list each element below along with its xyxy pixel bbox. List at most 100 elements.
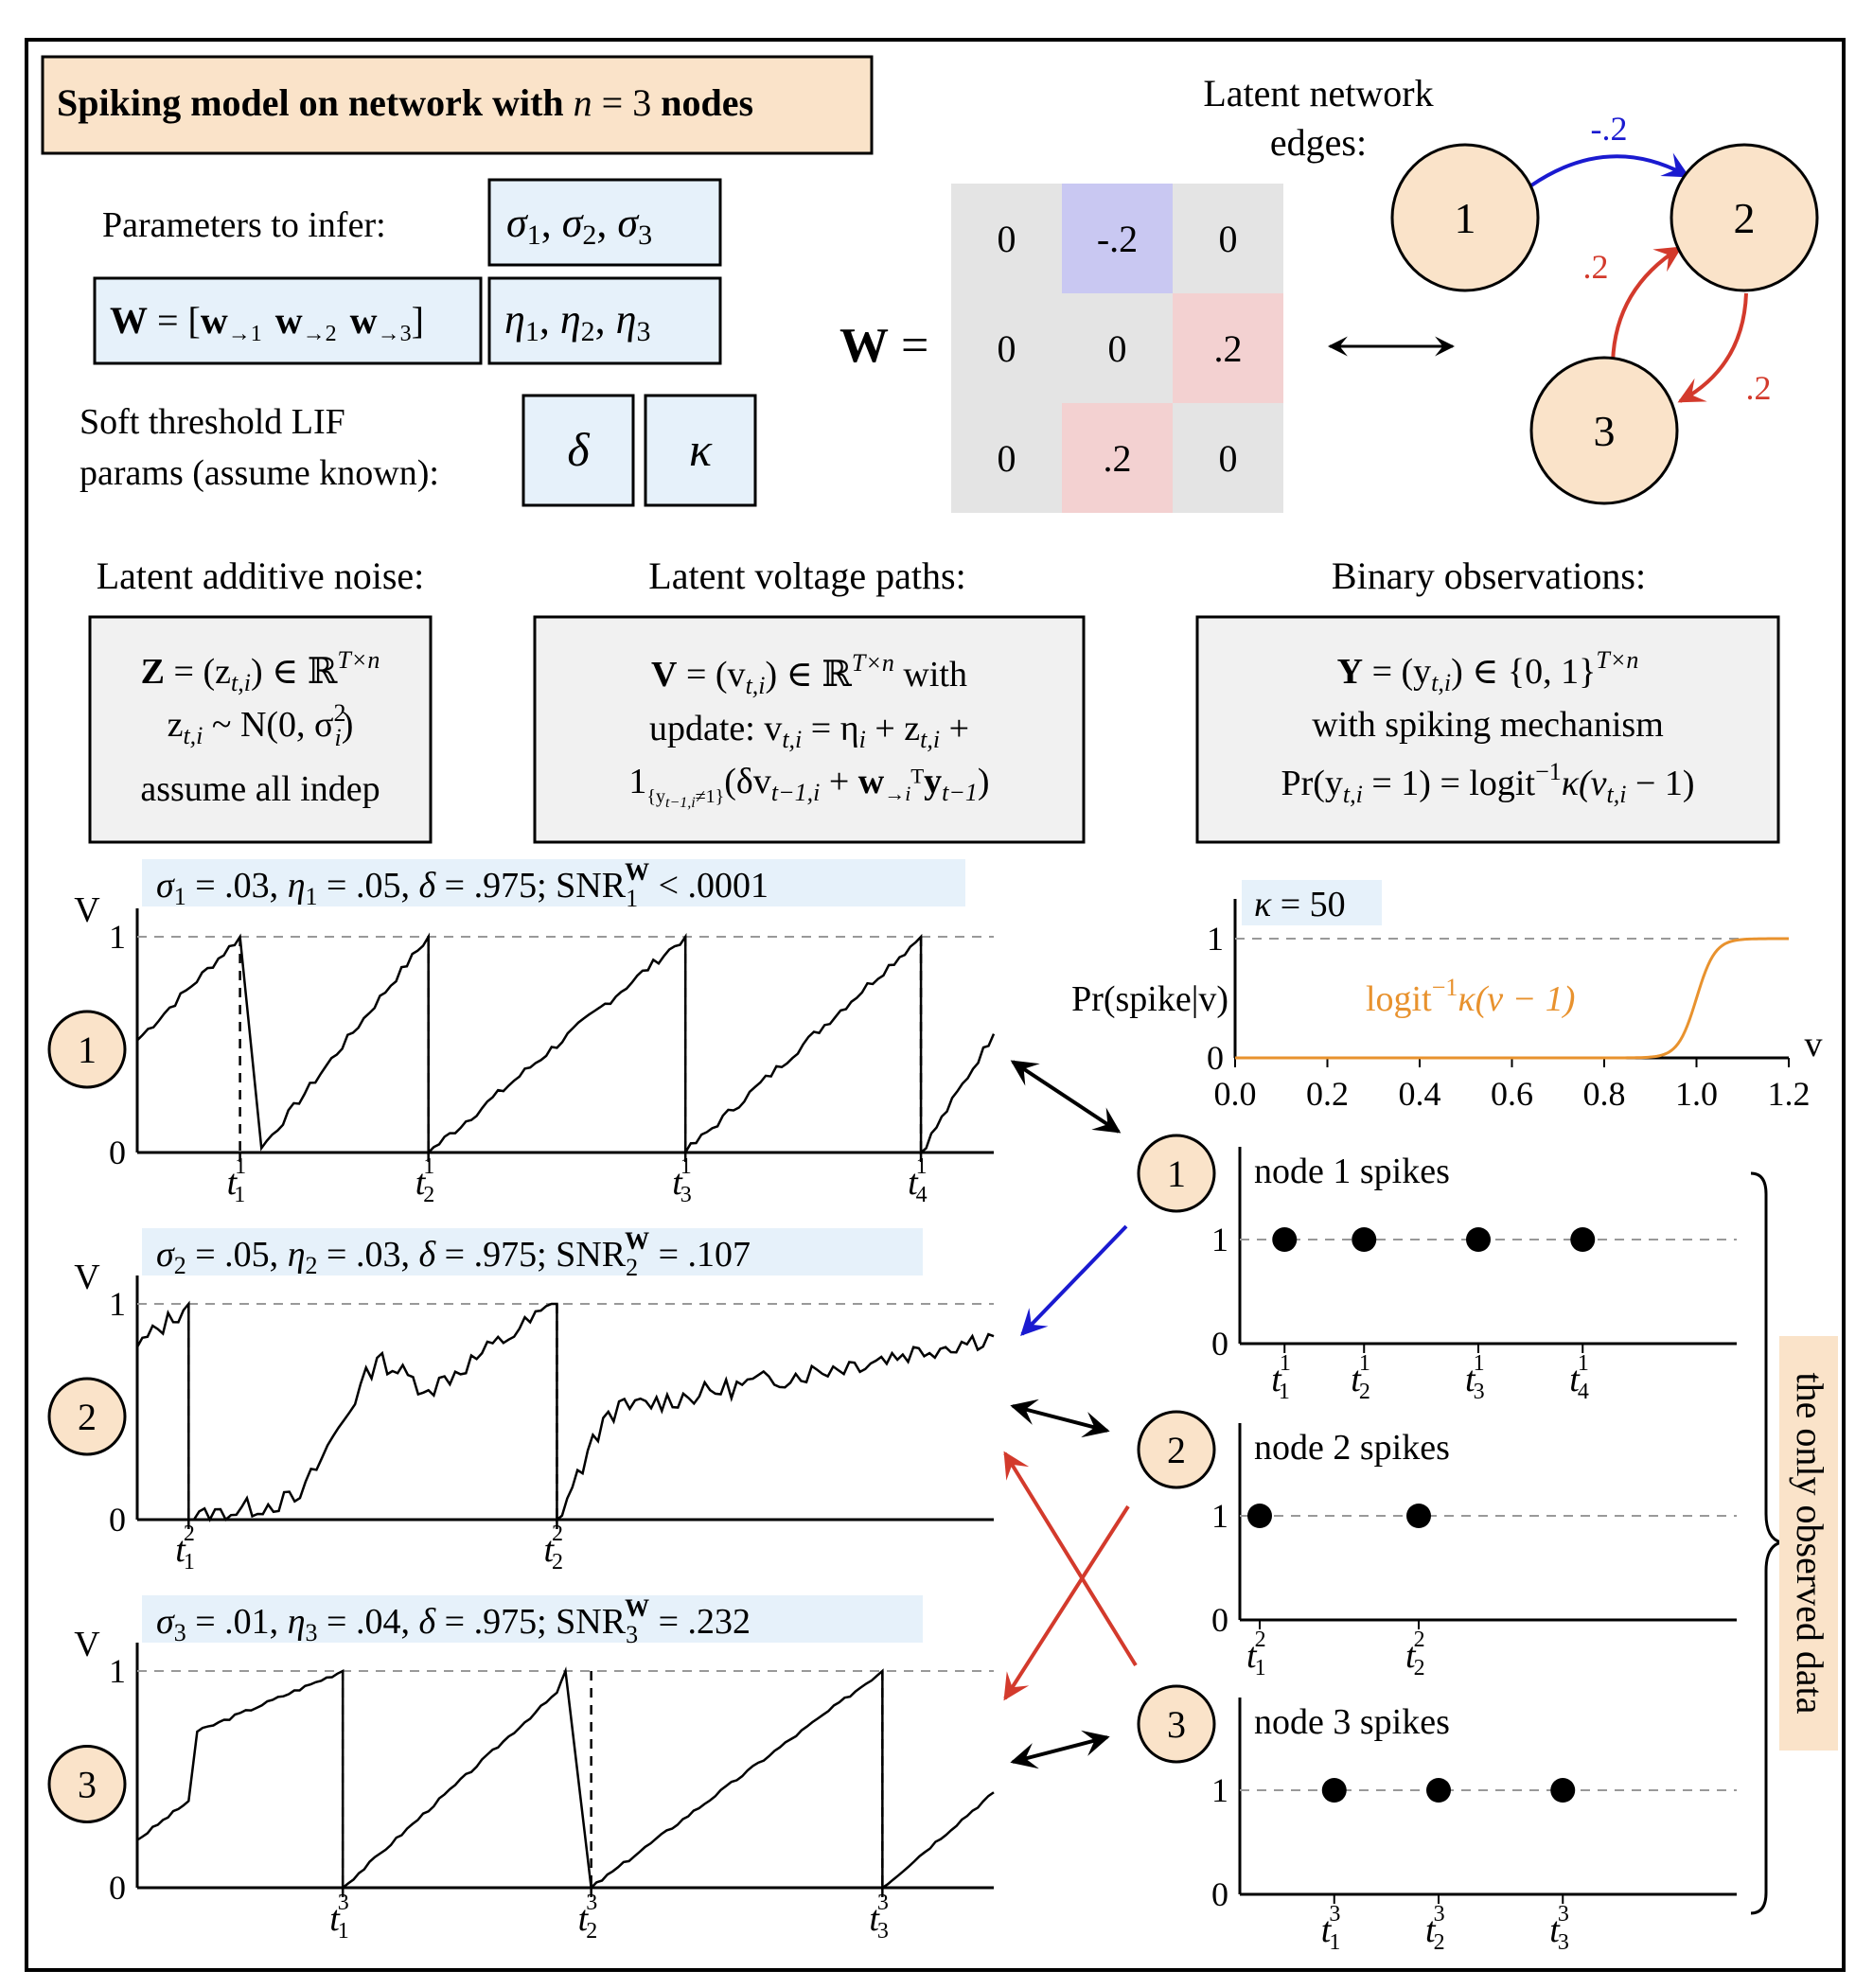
spike-time-label: t3 3 [1549, 1902, 1569, 1955]
spike-time-label: t1 1 [1271, 1351, 1290, 1404]
param-banner-text: σ3 = .01, η3 = .04, δ = .975; SNR3W = .2… [156, 1594, 751, 1648]
binary-line-3: Pr(yt,i = 1) = logit−1κ(vt,i − 1) [1281, 758, 1694, 808]
binary-header: Binary observations: [1332, 554, 1646, 597]
spike-dot [1570, 1227, 1596, 1252]
matrix-label: W = [839, 319, 928, 373]
voltage-box [533, 615, 1086, 844]
logit-curve-label: logit−1κ(v − 1) [1366, 974, 1575, 1019]
matrix-cell-bg [1062, 184, 1173, 293]
spike-plot-node-1: 1 node 1 spikes 0 1 t1 1 t1 2 t1 3 t1 4 [1137, 1134, 1737, 1404]
matrix-cell-bg [951, 184, 1062, 293]
edge-1-to-2 [1529, 152, 1690, 187]
network-node-1: 1 [1390, 143, 1540, 292]
arrow-s3-to-v2 [1003, 1451, 1138, 1667]
spike-dot [1426, 1778, 1451, 1803]
spike-dot [1352, 1227, 1377, 1252]
network-title-2: edges: [1270, 121, 1367, 164]
logit-xtick: 0.2 [1306, 1075, 1349, 1113]
voltage-tick-1: 1 [109, 1652, 126, 1690]
spike-time-label: t3 3 [869, 1891, 889, 1944]
matrix-cell: .2 [1104, 437, 1132, 480]
spike-time-label: t1 1 [227, 1154, 246, 1207]
logit-xtick: 0.0 [1214, 1075, 1257, 1113]
latent-noise-section: Latent additive noise: Z = (zt,i) ∈ ℝT×n… [88, 554, 433, 844]
matrix-cell-bg [951, 293, 1062, 403]
lif-label-1: Soft threshold LIF [80, 402, 345, 442]
voltage-tick-1: 1 [109, 1285, 126, 1323]
sigma-text: σ1, σ2, σ3 [506, 200, 652, 251]
matrix-cell-bg [951, 403, 1062, 513]
lif-label-2: params (assume known): [80, 453, 439, 493]
kappa-text: κ [689, 423, 713, 476]
spike-node-label: 1 [1167, 1152, 1186, 1195]
logit-ytick: 1 [1207, 920, 1224, 958]
logit-xtick: 0.4 [1399, 1075, 1441, 1113]
voltage-node-circle [47, 1377, 127, 1456]
arrow-v1-s1 [1010, 1060, 1122, 1134]
voltage-axis-label: V [74, 1625, 100, 1664]
spike-plot-node-3: 3 node 3 spikes 0 1 t3 1 t3 2 t3 3 [1137, 1684, 1737, 1955]
voltage-header: Latent voltage paths: [648, 554, 965, 597]
edge-3-to-2 [1611, 246, 1683, 366]
kappa-banner [1242, 880, 1382, 925]
logit-xtick: 1.0 [1675, 1075, 1718, 1113]
spike-tick-1: 1 [1211, 1771, 1228, 1809]
spike-time-label: t3 2 [1425, 1902, 1445, 1955]
voltage-axis-label: V [74, 890, 100, 930]
weight-matrix: W = 0 -.2 0 0 0 .2 0 .2 0 [839, 184, 1283, 513]
matrix-cell: 0 [998, 327, 1016, 370]
spike-time-label: t2 2 [543, 1522, 563, 1575]
spike-plot-title: node 1 spikes [1254, 1152, 1450, 1191]
svg-text:1: 1 [1455, 194, 1476, 242]
voltage-tick-1: 1 [109, 918, 126, 956]
voltage-trace [135, 1300, 995, 1522]
voltage-line-2: update: vt,i = ηi + zt,i + [649, 709, 969, 753]
matrix-cell: -.2 [1097, 218, 1138, 260]
noise-header: Latent additive noise: [97, 554, 425, 597]
voltage-plot-node-1: σ1 = .03, η1 = .05, δ = .975; SNR1W < .0… [47, 858, 996, 1207]
spike-node-label: 3 [1167, 1703, 1186, 1746]
sigma-box [487, 178, 722, 267]
outer-frame [25, 38, 1846, 1972]
arrow-v2-s2 [1010, 1399, 1110, 1438]
spike-node-circle [1137, 1134, 1216, 1213]
delta-text: δ [567, 423, 590, 476]
network-node-3: 3 [1529, 356, 1679, 505]
spike-time-label: t3 1 [1321, 1902, 1341, 1955]
logit-ylabel: Pr(spike|v) [1071, 979, 1228, 1019]
param-banner-text: σ2 = .05, η2 = .03, δ = .975; SNR2W = .1… [156, 1227, 751, 1281]
spike-node-circle [1137, 1410, 1216, 1489]
spike-tick-1: 1 [1211, 1221, 1228, 1258]
noise-line-3: assume all indep [140, 769, 380, 809]
spike-time-label: t1 3 [1465, 1351, 1485, 1404]
voltage-line-3: 1{yt−1,i≠1}(δvt−1,i + w→iᵀyt−1) [628, 762, 989, 811]
noise-line-2: zt,i ~ N(0, σ2 i) [168, 699, 354, 751]
connecting-arrows [1003, 1060, 1138, 1769]
voltage-node-circle [47, 1010, 127, 1089]
matrix-cell-bg [1173, 293, 1283, 403]
spike-time-label: t1 2 [415, 1154, 435, 1207]
W-box [93, 276, 483, 365]
spike-dot [1247, 1504, 1272, 1528]
voltage-line-1: V = (vt,i) ∈ ℝT×n with [651, 649, 967, 699]
spike-plot-title: node 2 spikes [1254, 1428, 1450, 1468]
voltage-node-label: 3 [78, 1764, 97, 1806]
param-banner-text: σ1 = .03, η1 = .05, δ = .975; SNR1W < .0… [156, 858, 769, 912]
logit-xtick: 0.8 [1583, 1075, 1626, 1113]
voltage-node-label: 2 [78, 1396, 97, 1438]
matrix-cell: 0 [998, 218, 1016, 260]
network-node-2: 2 [1670, 143, 1819, 292]
delta-box [521, 394, 635, 507]
param-banner [142, 1595, 923, 1643]
noise-box [88, 615, 433, 844]
binary-line-1: Y = (yt,i) ∈ {0, 1}T×n [1337, 646, 1639, 696]
observed-label-box [1779, 1336, 1838, 1750]
spike-time-label: t3 1 [329, 1891, 349, 1944]
params-infer-label: Parameters to infer: [102, 205, 386, 245]
logit-xlabel: v [1805, 1025, 1823, 1064]
spike-time-label: t1 3 [672, 1154, 692, 1207]
arrow-s1-to-v2 [1020, 1224, 1128, 1337]
param-banner [142, 859, 965, 906]
voltage-trace [136, 1666, 995, 1891]
